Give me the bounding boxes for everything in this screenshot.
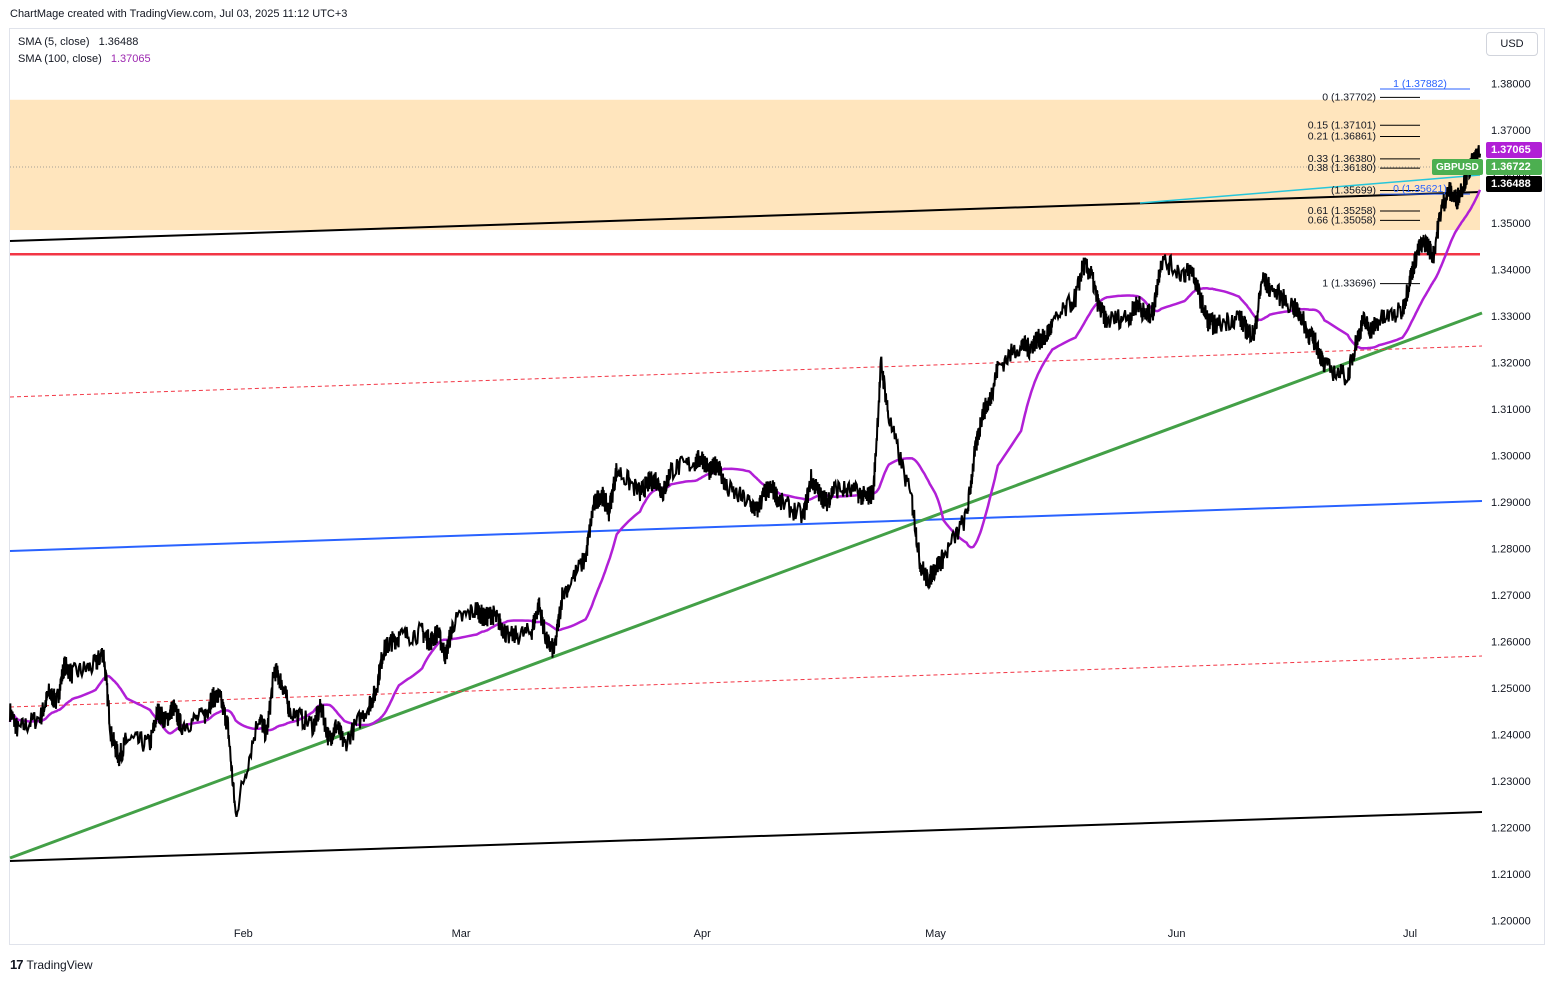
x-tick-label: Jun bbox=[1168, 928, 1186, 940]
fib-level-label: 0.33 (1.36380) bbox=[1308, 153, 1376, 165]
lower-channel-line bbox=[9, 655, 1483, 708]
y-tick-label: 1.26000 bbox=[1491, 637, 1531, 649]
fib-level-label: 0.38 (1.36180) bbox=[1308, 162, 1376, 174]
fib-level-label: 0.21 (1.36861) bbox=[1308, 130, 1376, 142]
fib-level-label: 0 (1.35621) bbox=[1393, 183, 1447, 195]
y-tick-label: 1.32000 bbox=[1491, 358, 1531, 370]
y-tick-label: 1.29000 bbox=[1491, 497, 1531, 509]
fib-level-label: 1 (1.37882) bbox=[1393, 78, 1447, 90]
mid-trendline bbox=[9, 500, 1483, 552]
y-tick-label: 1.21000 bbox=[1491, 869, 1531, 881]
fib-level-label: 0.61 (1.35258) bbox=[1308, 205, 1376, 217]
x-tick-label: Feb bbox=[234, 928, 253, 940]
chart-frame bbox=[9, 28, 1545, 945]
y-tick-label: 1.35000 bbox=[1491, 218, 1531, 230]
legend-label: SMA (5, close) bbox=[18, 36, 90, 48]
price-line bbox=[9, 145, 1481, 817]
y-tick-label: 1.22000 bbox=[1491, 823, 1531, 835]
y-axis: 1.390001.380001.370001.360001.350001.340… bbox=[1491, 32, 1531, 928]
last-price-tag: 1.36722 bbox=[1486, 159, 1542, 175]
y-tick-label: 1.24000 bbox=[1491, 730, 1531, 742]
y-tick-label: 1.27000 bbox=[1491, 590, 1531, 602]
cyan-trendline bbox=[1139, 174, 1481, 204]
legend-value: 1.37065 bbox=[110, 53, 151, 65]
resistance-trendline bbox=[9, 191, 1481, 242]
y-tick-label: 1.38000 bbox=[1491, 78, 1531, 90]
x-axis: Feb Mar Apr May Jun Jul bbox=[234, 928, 1417, 940]
currency-label[interactable]: USD bbox=[1486, 32, 1538, 56]
brand-text: TradingView bbox=[26, 957, 93, 972]
y-tick-label: 1.25000 bbox=[1491, 683, 1531, 695]
trendlines bbox=[9, 166, 1483, 862]
x-tick-label: Jul bbox=[1403, 928, 1417, 940]
legend-label: SMA (100, close) bbox=[18, 53, 102, 65]
fib-level-label: (1.35699) bbox=[1331, 185, 1376, 197]
fib-level-label: 1 (1.33696) bbox=[1322, 278, 1376, 290]
attribution-header: ChartMage created with TradingView.com, … bbox=[10, 8, 348, 20]
tradingview-logo-icon: 17 bbox=[10, 957, 24, 972]
x-tick-label: Mar bbox=[452, 928, 471, 940]
tradingview-footer[interactable]: 17 TradingView bbox=[10, 957, 93, 972]
upper-channel-line bbox=[9, 345, 1483, 398]
support-trendline bbox=[9, 311, 1483, 860]
resistance-zone bbox=[10, 99, 1480, 231]
legend-sma-5[interactable]: SMA (5, close) 1.36488 bbox=[18, 36, 138, 48]
fib-level-label: 0.15 (1.37101) bbox=[1308, 119, 1376, 131]
fib-level-label: 0 (1.37702) bbox=[1322, 91, 1376, 103]
y-tick-label: 1.30000 bbox=[1491, 451, 1531, 463]
symbol-tag: GBPUSD bbox=[1432, 159, 1483, 175]
legend-value: 1.36488 bbox=[98, 36, 139, 48]
sma-100-line bbox=[8, 189, 1482, 735]
legend-sma-100[interactable]: SMA (100, close) 1.37065 bbox=[18, 53, 151, 65]
x-tick-label: Apr bbox=[694, 928, 711, 940]
y-tick-label: 1.23000 bbox=[1491, 776, 1531, 788]
fib-level-label: 0.66 (1.35058) bbox=[1308, 214, 1376, 226]
y-tick-label: 1.34000 bbox=[1491, 265, 1531, 277]
sma-5-price-tag: 1.36488 bbox=[1486, 176, 1542, 192]
long-term-trendline bbox=[9, 811, 1483, 862]
y-tick-label: 1.20000 bbox=[1491, 916, 1531, 928]
y-tick-label: 1.31000 bbox=[1491, 404, 1531, 416]
y-tick-label: 1.33000 bbox=[1491, 311, 1531, 323]
sma-100-price-tag: 1.37065 bbox=[1486, 142, 1542, 158]
fibonacci-levels: 0 (1.37702) 0.15 (1.37101)0.21 (1.36861) 0… bbox=[1308, 78, 1470, 290]
y-tick-label: 1.37000 bbox=[1491, 125, 1531, 137]
x-tick-label: May bbox=[925, 928, 946, 940]
y-tick-label: 1.28000 bbox=[1491, 544, 1531, 556]
